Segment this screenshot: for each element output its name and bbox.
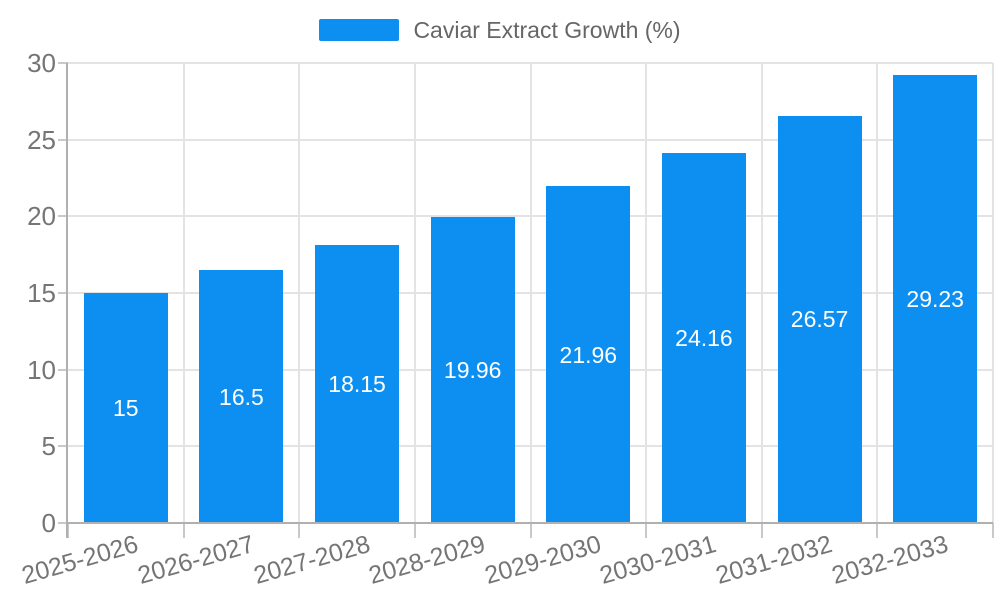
bar[interactable] bbox=[546, 186, 631, 522]
y-axis-tick bbox=[58, 138, 68, 141]
bar[interactable] bbox=[315, 244, 400, 522]
x-axis-tick bbox=[529, 523, 532, 538]
bar[interactable] bbox=[199, 270, 284, 522]
x-tick-label: 2032-2033 bbox=[828, 530, 951, 590]
x-axis-tick bbox=[992, 523, 994, 538]
y-axis-tick bbox=[58, 62, 68, 64]
y-tick-label: 5 bbox=[41, 431, 56, 462]
x-tick-label: 2026-2027 bbox=[134, 530, 258, 590]
x-tick-label: 2025-2026 bbox=[18, 530, 142, 590]
bar[interactable] bbox=[83, 293, 168, 522]
v-gridline bbox=[298, 63, 301, 523]
v-gridline bbox=[645, 63, 648, 523]
y-axis-tick bbox=[58, 292, 68, 294]
bar[interactable] bbox=[661, 152, 746, 522]
x-axis-tick bbox=[298, 523, 301, 538]
legend-item[interactable]: Caviar Extract Growth (%) bbox=[0, 17, 1000, 43]
legend-swatch bbox=[319, 19, 400, 41]
bar-value-label: 19.96 bbox=[443, 356, 502, 383]
x-axis-tick bbox=[67, 523, 69, 538]
y-tick-label: 10 bbox=[27, 354, 56, 385]
x-tick-label: 2027-2028 bbox=[250, 530, 373, 590]
y-axis-tick bbox=[58, 522, 68, 524]
y-tick-label: 15 bbox=[27, 278, 56, 308]
x-tick-label: 2028-2029 bbox=[365, 530, 489, 590]
x-axis-tick bbox=[645, 523, 648, 538]
x-tick-label: 2031-2032 bbox=[712, 530, 836, 590]
bar-value-label: 26.57 bbox=[790, 306, 849, 333]
y-axis-tick bbox=[58, 445, 68, 448]
x-tick-label: 2030-2031 bbox=[597, 530, 720, 590]
x-axis-tick bbox=[760, 523, 763, 538]
v-gridline bbox=[992, 63, 994, 523]
bar-value-label: 24.16 bbox=[675, 324, 733, 351]
v-gridline bbox=[876, 63, 879, 523]
v-gridline bbox=[413, 63, 416, 523]
legend-label: Caviar Extract Growth (%) bbox=[413, 17, 681, 43]
y-axis-tick bbox=[58, 368, 68, 371]
y-tick-label: 20 bbox=[27, 201, 56, 232]
x-axis-tick bbox=[413, 523, 416, 538]
x-tick-label: 2029-2030 bbox=[481, 530, 605, 590]
bar-value-label: 21.96 bbox=[559, 341, 618, 368]
y-tick-label: 0 bbox=[41, 508, 56, 538]
bar[interactable] bbox=[777, 115, 862, 522]
x-axis-line bbox=[66, 522, 993, 524]
v-gridline bbox=[182, 63, 185, 523]
y-tick-label: 30 bbox=[27, 48, 56, 78]
x-axis-tick bbox=[876, 523, 879, 538]
v-gridline bbox=[760, 63, 763, 523]
bar[interactable] bbox=[893, 74, 978, 522]
y-axis-line bbox=[66, 63, 68, 538]
y-axis-tick bbox=[58, 215, 68, 218]
v-gridline bbox=[529, 63, 532, 523]
x-axis-tick bbox=[182, 523, 185, 538]
bar-value-label: 29.23 bbox=[906, 285, 964, 312]
bar-value-label: 18.15 bbox=[328, 370, 386, 397]
bar[interactable] bbox=[430, 216, 515, 522]
y-tick-label: 25 bbox=[27, 124, 56, 155]
bar-value-label: 16.5 bbox=[219, 383, 264, 410]
bar-value-label: 15 bbox=[113, 395, 139, 421]
